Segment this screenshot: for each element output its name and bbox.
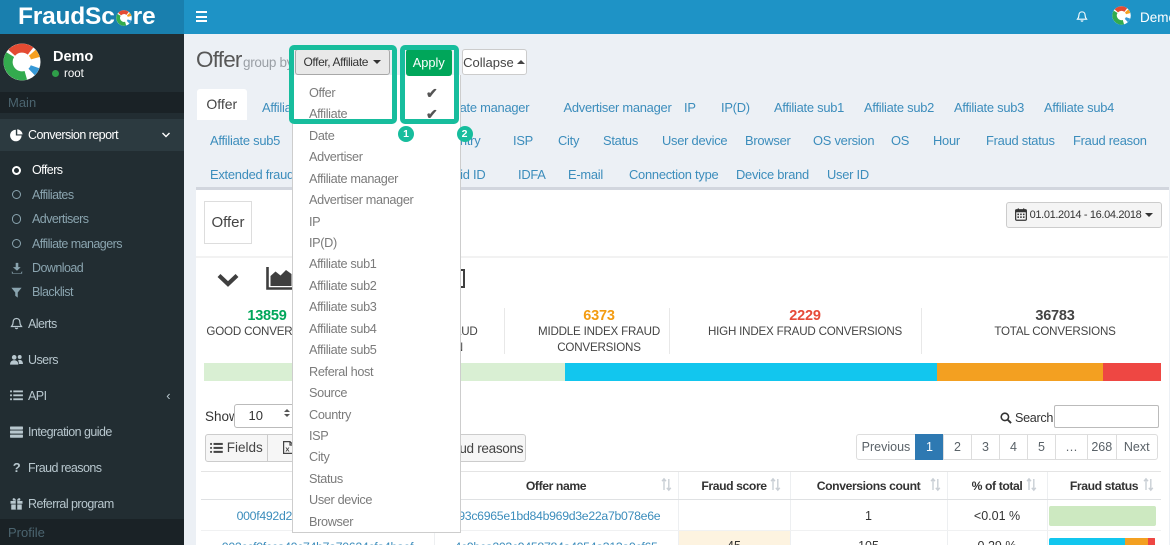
svg-text:x: x — [285, 444, 290, 453]
